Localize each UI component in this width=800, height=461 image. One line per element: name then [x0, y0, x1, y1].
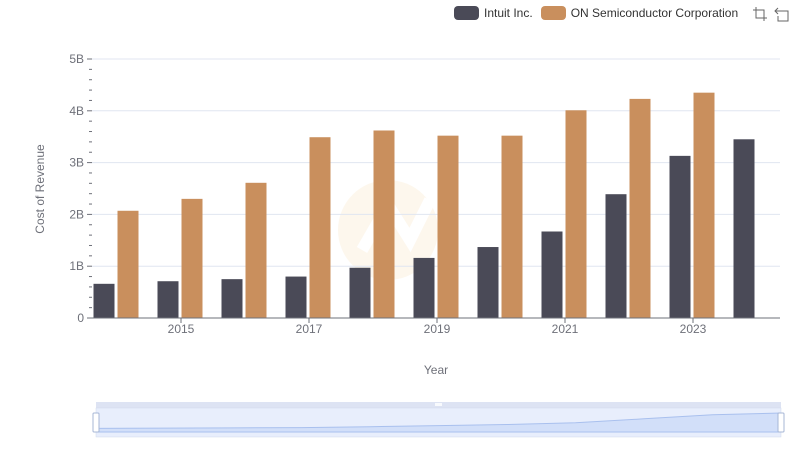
bar-on-semiconductor-2019[interactable]	[437, 135, 459, 318]
slider-handle-left[interactable]	[92, 412, 100, 433]
bars	[93, 92, 755, 318]
slider-preview-area	[95, 412, 782, 433]
bar-on-semiconductor-2014[interactable]	[117, 210, 139, 318]
x-axis-label: Year	[424, 363, 448, 377]
legend-item-intuit[interactable]: Intuit Inc.	[454, 6, 533, 20]
bar-on-semiconductor-2022[interactable]	[629, 98, 651, 318]
legend: Intuit Inc. ON Semiconductor Corporation	[454, 4, 746, 22]
bar-intuit-2024[interactable]	[733, 139, 755, 318]
y-tick-label: 5B	[69, 52, 84, 66]
bar-intuit-2017[interactable]	[285, 276, 307, 318]
bar-on-semiconductor-2020[interactable]	[501, 135, 523, 318]
x-axis: 2015 2017 2019 2021 2023	[92, 317, 780, 336]
zoom-icon[interactable]	[752, 6, 768, 22]
bar-on-semiconductor-2021[interactable]	[565, 110, 587, 318]
bar-intuit-2019[interactable]	[413, 257, 435, 318]
y-axis: 0 1B 2B 3B 4B 5B	[69, 52, 92, 325]
x-tick-label: 2019	[424, 322, 451, 336]
data-zoom-slider[interactable]	[92, 402, 785, 438]
slider-handle-right[interactable]	[777, 412, 785, 433]
bar-on-semiconductor-2023[interactable]	[693, 92, 715, 318]
bar-intuit-2022[interactable]	[605, 194, 627, 318]
x-tick-label: 2017	[296, 322, 323, 336]
slider-move-handle-icon[interactable]	[435, 403, 442, 406]
bar-intuit-2015[interactable]	[157, 281, 179, 318]
bar-intuit-2023[interactable]	[669, 155, 691, 318]
bar-intuit-2021[interactable]	[541, 231, 563, 318]
grid-lines	[92, 58, 780, 267]
legend-swatch-intuit	[454, 6, 479, 20]
legend-swatch-on-semiconductor	[540, 6, 566, 20]
x-tick-label: 2015	[168, 322, 195, 336]
x-tick-label: 2023	[680, 322, 707, 336]
y-tick-label: 3B	[69, 156, 84, 170]
bar-intuit-2014[interactable]	[93, 283, 115, 318]
y-tick-label: 4B	[69, 104, 84, 118]
bar-on-semiconductor-2015[interactable]	[181, 198, 203, 318]
legend-item-on-semiconductor[interactable]: ON Semiconductor Corporation	[540, 6, 739, 20]
bar-on-semiconductor-2016[interactable]	[245, 182, 267, 318]
bar-intuit-2020[interactable]	[477, 247, 499, 318]
y-tick-label: 0	[77, 311, 84, 325]
y-tick-label: 2B	[69, 207, 84, 221]
y-axis-label: Cost of Revenue	[33, 144, 47, 234]
bar-on-semiconductor-2017[interactable]	[309, 137, 331, 318]
bar-on-semiconductor-2018[interactable]	[373, 130, 395, 318]
restore-icon[interactable]	[774, 6, 790, 22]
y-tick-label: 1B	[69, 259, 84, 273]
bar-intuit-2016[interactable]	[221, 279, 243, 318]
toolbox	[746, 6, 790, 22]
x-tick-label: 2021	[552, 322, 579, 336]
legend-label: Intuit Inc.	[484, 6, 533, 20]
legend-label: ON Semiconductor Corporation	[570, 6, 739, 20]
bar-intuit-2018[interactable]	[349, 267, 371, 318]
